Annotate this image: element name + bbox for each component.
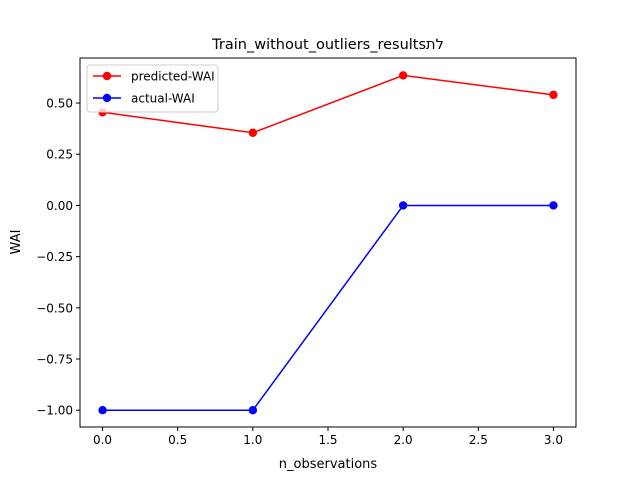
y-tick-label: −0.75	[36, 353, 73, 367]
y-tick-label: −0.25	[36, 250, 73, 264]
data-point	[248, 406, 258, 415]
legend-item: actual-WAI	[93, 92, 195, 106]
x-tick-label: 2.0	[394, 433, 413, 447]
x-axis-label: n_observations	[279, 457, 378, 472]
x-tick-label: 1.0	[243, 433, 262, 447]
x-tick-label: 2.5	[469, 433, 488, 447]
x-tick-label: 3.0	[544, 433, 563, 447]
chart-title: Train_without_outliers_resultsלת	[211, 37, 444, 53]
data-point	[549, 201, 558, 210]
data-point	[549, 90, 558, 100]
x-tick-label: 1.5	[318, 433, 337, 447]
y-tick-label: 0.50	[46, 97, 73, 111]
x-axis: 0.0 0.5 1.0 1.5 2.0 2.5 3.0	[93, 427, 563, 447]
series-line	[102, 204, 554, 411]
y-tick-label: 0.25	[46, 148, 73, 162]
y-tick-label: 0.00	[46, 199, 73, 213]
y-tick-label: −1.00	[36, 404, 73, 418]
data-point	[248, 128, 258, 137]
data-point	[98, 406, 107, 415]
legend-marker	[102, 71, 112, 81]
legend-item: predicted-WAI	[93, 70, 215, 84]
x-tick-label: 0.5	[168, 433, 187, 447]
series-line	[102, 74, 554, 134]
legend-label: actual-WAI	[131, 92, 195, 106]
x-tick-label: 0.0	[93, 433, 112, 447]
y-tick-label: −0.50	[36, 301, 73, 315]
data-point	[398, 71, 408, 80]
y-axis: 0.50 0.25 0.00 −0.25 −0.50 −0.75 −1.00	[36, 97, 80, 418]
y-axis-label: WAI	[9, 230, 24, 255]
legend: predicted-WAI actual-WAI	[86, 64, 219, 113]
legend-label: predicted-WAI	[131, 70, 215, 84]
series-actual-WAI	[98, 201, 558, 415]
legend-marker	[102, 93, 112, 103]
data-point	[398, 201, 408, 210]
series-layer	[98, 71, 558, 415]
